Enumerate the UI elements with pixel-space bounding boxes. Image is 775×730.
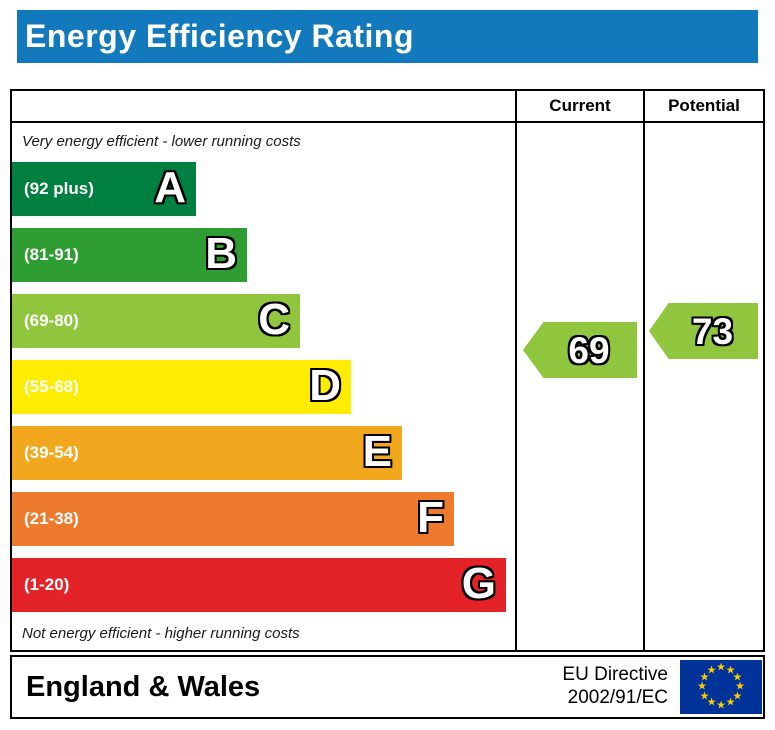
band-range-label: (69-80)	[24, 311, 79, 330]
eu-star-icon: ★	[716, 661, 726, 674]
band-row-f: (21-38) F	[12, 492, 454, 546]
band-row-d: (55-68) D	[12, 360, 351, 414]
region-label: England & Wales	[26, 670, 261, 703]
bottom-note: Not energy efficient - higher running co…	[22, 625, 300, 642]
potential-rating-value: 73	[691, 310, 734, 352]
eu-star-icon: ★	[697, 680, 707, 693]
title-bar: Energy Efficiency Rating	[17, 10, 758, 63]
eu-star-icon: ★	[699, 671, 710, 683]
current-column-divider	[515, 91, 517, 650]
bands-column: Very energy efficient - lower running co…	[12, 123, 515, 642]
current-rating-value: 69	[568, 329, 610, 371]
band-range-label: (39-54)	[24, 443, 79, 462]
band-range-label: (81-91)	[24, 245, 79, 264]
top-note: Very energy efficient - lower running co…	[22, 133, 301, 150]
eu-flag-icon: ★ ★ ★ ★ ★ ★ ★ ★ ★ ★ ★ ★	[680, 660, 762, 714]
band-range-label: (92 plus)	[24, 179, 94, 198]
band-letter: C	[258, 295, 290, 344]
band-row-g: (1-20) G	[12, 558, 506, 612]
band-letter: B	[205, 229, 237, 278]
eu-directive-line2: 2002/91/EC	[567, 687, 668, 708]
footer-bar: England & Wales EU Directive 2002/91/EC …	[10, 655, 765, 719]
eu-star-icon: ★	[699, 690, 710, 702]
band-letter: E	[362, 427, 392, 476]
eu-star-icon: ★	[706, 664, 717, 677]
eu-star-icon: ★	[732, 671, 743, 683]
header-row-divider	[12, 121, 763, 123]
band-letter: A	[154, 163, 186, 212]
page-title: Energy Efficiency Rating	[25, 18, 414, 54]
band-row-a: (92 plus) A	[12, 162, 196, 216]
potential-rating-arrow: 73	[649, 303, 758, 359]
rating-table: Current Potential Very energy efficient …	[10, 89, 765, 652]
eu-star-icon: ★	[725, 664, 736, 677]
band-row-c: (69-80) C	[12, 294, 300, 348]
band-letter: G	[461, 559, 496, 608]
eu-directive-line1: EU Directive	[562, 664, 668, 686]
band-range-label: (21-38)	[24, 509, 79, 528]
eu-star-icon: ★	[706, 696, 717, 709]
band-row-e: (39-54) E	[12, 426, 402, 480]
column-header-potential: Potential	[668, 96, 740, 115]
band-row-b: (81-91) B	[12, 228, 247, 282]
eu-star-icon: ★	[735, 680, 745, 693]
eu-star-icon: ★	[716, 699, 726, 712]
potential-column-divider	[643, 91, 645, 650]
column-header-current: Current	[549, 96, 611, 115]
band-letter: F	[417, 493, 444, 542]
band-range-label: (1-20)	[24, 575, 70, 594]
current-rating-arrow: 69	[523, 322, 637, 378]
eu-star-icon: ★	[732, 690, 743, 702]
eu-star-icon: ★	[725, 696, 736, 709]
eu-directive-label: EU Directive 2002/91/EC	[562, 664, 668, 710]
band-letter: D	[309, 361, 341, 410]
band-range-label: (55-68)	[24, 377, 79, 396]
